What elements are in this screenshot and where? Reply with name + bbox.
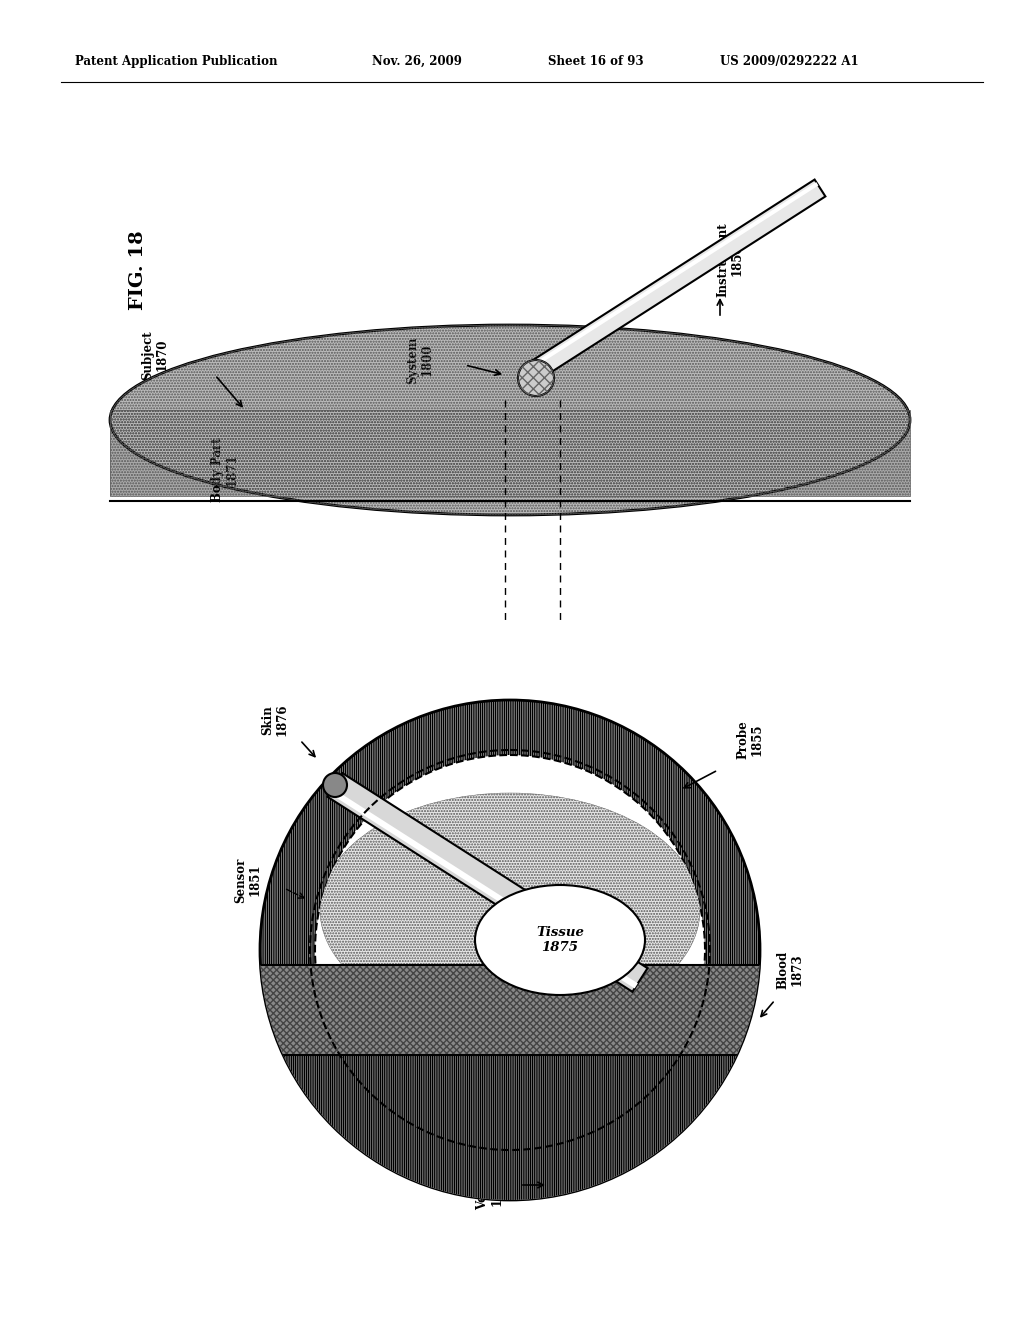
Bar <box>250 965 770 1055</box>
Text: System
1800: System 1800 <box>406 337 434 384</box>
Bar <box>260 1055 760 1305</box>
Text: Skin
1876: Skin 1876 <box>261 704 289 737</box>
Bar <box>110 411 910 496</box>
Text: Subject
1870: Subject 1870 <box>141 330 169 380</box>
Text: Blood
1873: Blood 1873 <box>776 950 804 989</box>
Text: Instrument
1850: Instrument 1850 <box>716 223 744 297</box>
Circle shape <box>518 360 554 396</box>
Circle shape <box>323 774 347 797</box>
Text: US 2009/0292222 A1: US 2009/0292222 A1 <box>720 55 859 69</box>
Ellipse shape <box>319 793 700 1027</box>
Text: Body Part
1871: Body Part 1871 <box>211 438 239 503</box>
Ellipse shape <box>110 325 910 515</box>
Circle shape <box>260 700 760 1200</box>
Text: Sensor
1851: Sensor 1851 <box>234 857 262 903</box>
Bar <box>260 1055 760 1305</box>
Polygon shape <box>330 788 638 989</box>
Ellipse shape <box>475 884 645 995</box>
Polygon shape <box>530 180 825 379</box>
Text: Vessel
1879: Vessel 1879 <box>476 1170 504 1210</box>
Text: Probe
1855: Probe 1855 <box>736 721 764 759</box>
Polygon shape <box>328 774 647 991</box>
Circle shape <box>315 755 705 1144</box>
Text: Patent Application Publication: Patent Application Publication <box>75 55 278 69</box>
Bar <box>250 965 770 1055</box>
Text: Tissue
1875: Tissue 1875 <box>536 927 584 954</box>
Text: FIG. 18: FIG. 18 <box>129 230 147 310</box>
Text: Sheet 16 of 93: Sheet 16 of 93 <box>548 55 644 69</box>
Text: Nov. 26, 2009: Nov. 26, 2009 <box>372 55 462 69</box>
Bar <box>110 411 910 496</box>
Polygon shape <box>532 182 818 367</box>
